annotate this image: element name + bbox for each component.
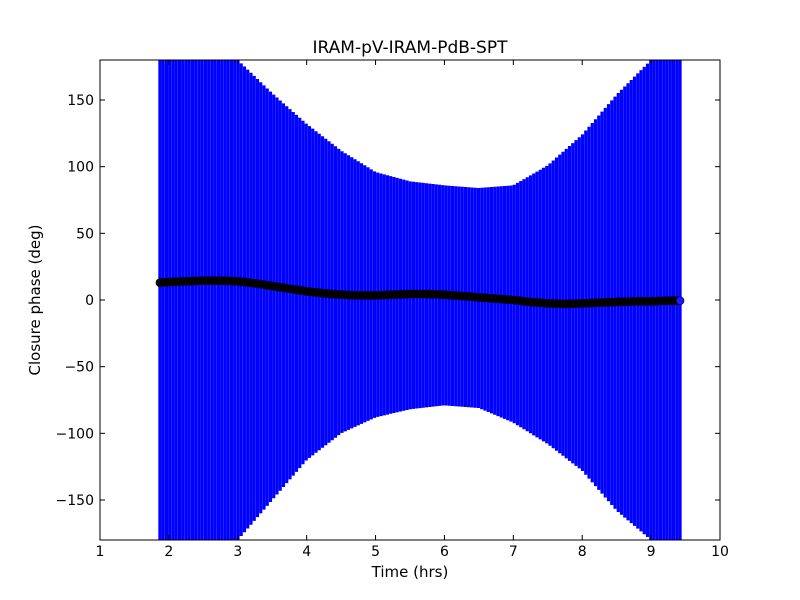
data-points (155, 276, 685, 309)
y-tick-label: 0 (85, 293, 94, 309)
x-tick-label: 1 (96, 544, 105, 560)
chart-title: IRAM-pV-IRAM-PdB-SPT (313, 38, 509, 58)
x-tick-label: 6 (440, 544, 449, 560)
y-axis-label: Closure phase (deg) (26, 225, 44, 376)
y-tick-label: 150 (67, 93, 94, 109)
y-tick-label: 50 (76, 226, 94, 242)
data-point (675, 296, 685, 305)
y-tick-label: −50 (64, 360, 94, 376)
y-tick-label: −150 (56, 493, 94, 509)
x-tick-label: 3 (233, 544, 242, 560)
y-tick-label: −100 (56, 426, 94, 442)
x-tick-label: 8 (578, 544, 587, 560)
x-tick-label: 7 (509, 544, 518, 560)
x-axis: 1 2 3 4 5 6 7 8 9 10 (96, 60, 729, 560)
x-tick-label: 9 (647, 544, 656, 560)
x-tick-label: 4 (302, 544, 311, 560)
x-tick-label: 2 (164, 544, 173, 560)
error-bar-band (158, 60, 682, 540)
y-axis: −150 −100 −50 0 50 100 150 (56, 93, 720, 509)
x-axis-label: Time (hrs) (371, 563, 449, 581)
x-tick-label: 5 (371, 544, 380, 560)
y-tick-label: 100 (67, 160, 94, 176)
x-tick-label: 10 (711, 544, 729, 560)
